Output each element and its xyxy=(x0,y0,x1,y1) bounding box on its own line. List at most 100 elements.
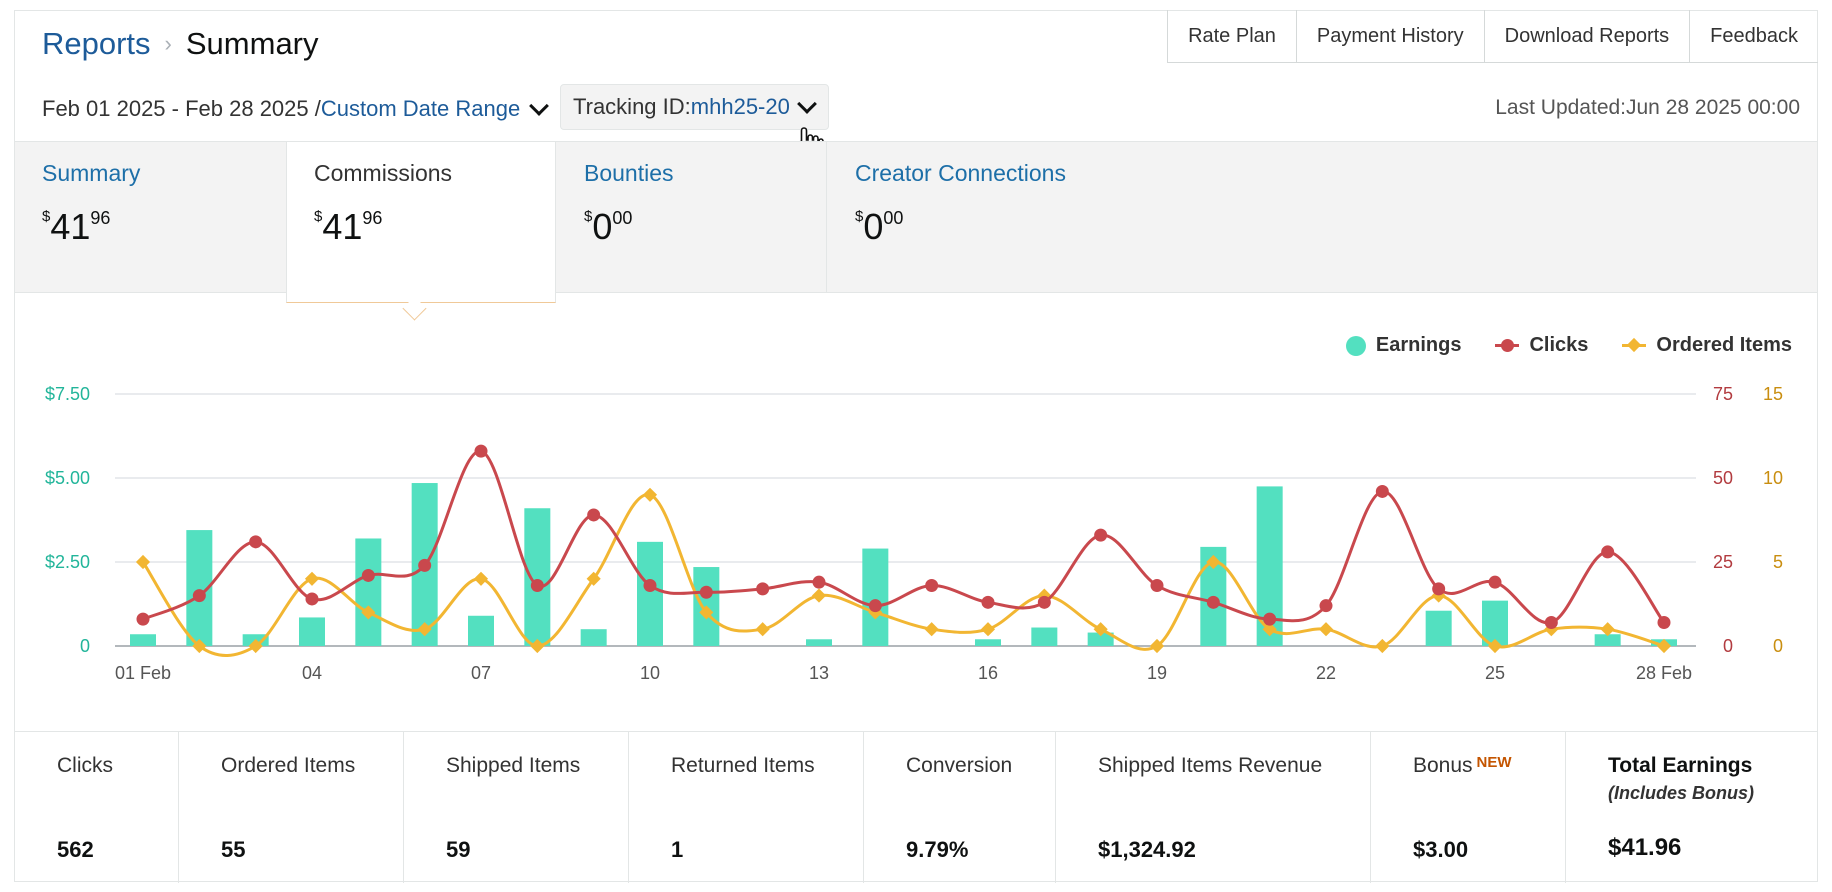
tab-summary-label: Summary xyxy=(42,160,141,186)
clicks-point xyxy=(868,599,882,613)
x-axis-tick-label: 13 xyxy=(809,663,829,683)
stat-ordered-items: Ordered Items 55 xyxy=(179,732,404,883)
left-axis-tick-label: $2.50 xyxy=(45,552,90,572)
earnings-bar xyxy=(862,548,889,646)
tab-creator-connections-label: Creator Connections xyxy=(855,160,1066,186)
ordered-items-point xyxy=(361,605,376,620)
clicks-point xyxy=(305,592,319,606)
legend-clicks[interactable]: Clicks xyxy=(1495,334,1588,357)
tracking-id-label: Tracking ID: xyxy=(573,94,691,119)
clicks-axis-tick-label: 50 xyxy=(1713,468,1733,488)
stat-bonus: Bonus NEW $3.00 xyxy=(1371,732,1566,883)
earnings-bar xyxy=(1087,632,1114,646)
ordered-items-point xyxy=(1318,622,1334,637)
ordered-items-point xyxy=(1656,638,1672,654)
tab-summary-amount: $4196 xyxy=(42,206,110,248)
left-axis-tick-label: $5.00 xyxy=(45,468,90,488)
stat-label: Bonus NEW xyxy=(1413,754,1512,778)
earnings-bar xyxy=(1425,610,1452,646)
clicks-point xyxy=(249,535,263,549)
rate-plan-button[interactable]: Rate Plan xyxy=(1168,10,1297,62)
payment-history-button[interactable]: Payment History xyxy=(1297,10,1485,62)
currency-symbol: $ xyxy=(855,208,864,225)
ordered-items-point xyxy=(1600,622,1615,637)
tab-creator-connections-amount: $000 xyxy=(855,206,903,248)
total-earnings-label: Total Earnings xyxy=(1608,754,1753,777)
legend-clicks-label: Clicks xyxy=(1529,334,1589,356)
earnings-bar xyxy=(1031,627,1058,646)
tracking-id-dropdown[interactable]: Tracking ID: mhh25-20 xyxy=(560,84,829,130)
x-axis-tick-label: 28 Feb xyxy=(1636,663,1692,683)
summary-tabs: Summary $4196 Commissions $4196 Bounties… xyxy=(15,141,1817,303)
clicks-point xyxy=(1601,545,1615,559)
currency-symbol: $ xyxy=(42,208,51,225)
ordered-items-point xyxy=(304,571,320,586)
ordered-items-point xyxy=(417,622,432,637)
chevron-down-icon[interactable] xyxy=(796,94,817,114)
stat-label: Ordered Items xyxy=(221,754,356,777)
tab-creator-connections[interactable]: Creator Connections $000 xyxy=(828,142,1128,292)
stat-value: $1,324.92 xyxy=(1098,837,1196,862)
ordered-items-point xyxy=(1206,554,1221,570)
clicks-point xyxy=(643,579,657,593)
amount-dollars: 0 xyxy=(863,206,884,247)
tab-bounties-amount: $000 xyxy=(584,206,632,248)
clicks-point xyxy=(530,579,544,593)
stat-label: Shipped Items xyxy=(446,754,581,777)
ordered-items-axis-tick-label: 15 xyxy=(1763,384,1783,404)
currency-symbol: $ xyxy=(584,208,593,225)
ordered-items-point xyxy=(248,638,263,654)
total-earnings-sublabel: (Includes Bonus) xyxy=(1608,783,1755,803)
ordered-items-point xyxy=(811,588,827,603)
date-range-selector: Feb 01 2025 - Feb 28 2025 / Custom Date … xyxy=(42,96,554,122)
ordered-items-point xyxy=(1093,622,1108,637)
chevron-down-icon[interactable] xyxy=(529,96,550,116)
x-axis-tick-label: 04 xyxy=(302,663,322,683)
tab-bounties[interactable]: Bounties $000 xyxy=(557,142,827,292)
stats-bar: Clicks 562 Ordered Items 55 Shipped Item… xyxy=(15,731,1817,883)
breadcrumb-reports-link[interactable]: Reports xyxy=(42,26,151,61)
clicks-point xyxy=(699,585,713,599)
earnings-swatch-icon xyxy=(1345,335,1366,356)
breadcrumb-separator-icon: › xyxy=(164,31,172,56)
earnings-bar xyxy=(637,541,663,646)
x-axis-tick-label: 22 xyxy=(1316,663,1336,683)
tab-commissions[interactable]: Commissions $4196 xyxy=(286,142,556,303)
ordered-items-point xyxy=(530,638,545,654)
stat-label: Clicks xyxy=(57,754,113,777)
feedback-button[interactable]: Feedback xyxy=(1710,24,1798,47)
clicks-point xyxy=(136,612,150,626)
custom-date-range-dropdown[interactable]: Custom Date Range xyxy=(320,96,521,121)
clicks-point xyxy=(925,579,939,593)
download-reports-button[interactable]: Download Reports xyxy=(1485,10,1691,62)
amount-cents: 96 xyxy=(90,208,111,228)
ordered-items-axis-tick-label: 5 xyxy=(1773,552,1783,572)
clicks-line xyxy=(142,449,1666,625)
ordered-items-point xyxy=(980,622,996,637)
amount-cents: 00 xyxy=(883,208,904,228)
stat-value: 55 xyxy=(221,837,246,862)
stat-label: Conversion xyxy=(906,754,1013,777)
ordered-items-point xyxy=(586,571,601,586)
clicks-point xyxy=(1432,582,1446,596)
stat-value: 59 xyxy=(446,837,471,862)
earnings-bar xyxy=(1594,634,1621,646)
stat-value: 562 xyxy=(57,837,94,862)
legend-earnings[interactable]: Earnings xyxy=(1345,334,1461,357)
x-axis-tick-label: 10 xyxy=(640,663,660,683)
ordered-items-point xyxy=(1487,638,1503,654)
date-range-text: Feb 01 2025 - Feb 28 2025 / xyxy=(42,96,321,121)
tracking-id-value: mhh25-20 xyxy=(690,94,790,119)
clicks-point xyxy=(1150,579,1164,593)
earnings-bar xyxy=(1482,600,1508,646)
left-axis-tick-label: $7.50 xyxy=(45,384,90,404)
clicks-point xyxy=(361,568,375,582)
legend-ordered-items[interactable]: Ordered Items xyxy=(1622,334,1792,357)
stat-shipped-items: Shipped Items 59 xyxy=(404,732,629,883)
tab-summary[interactable]: Summary $4196 xyxy=(15,142,285,292)
amount-cents: 00 xyxy=(612,208,633,228)
ordered-items-point xyxy=(924,622,939,637)
currency-symbol: $ xyxy=(314,208,323,225)
clicks-point xyxy=(474,444,488,458)
ordered-items-point xyxy=(135,554,151,570)
